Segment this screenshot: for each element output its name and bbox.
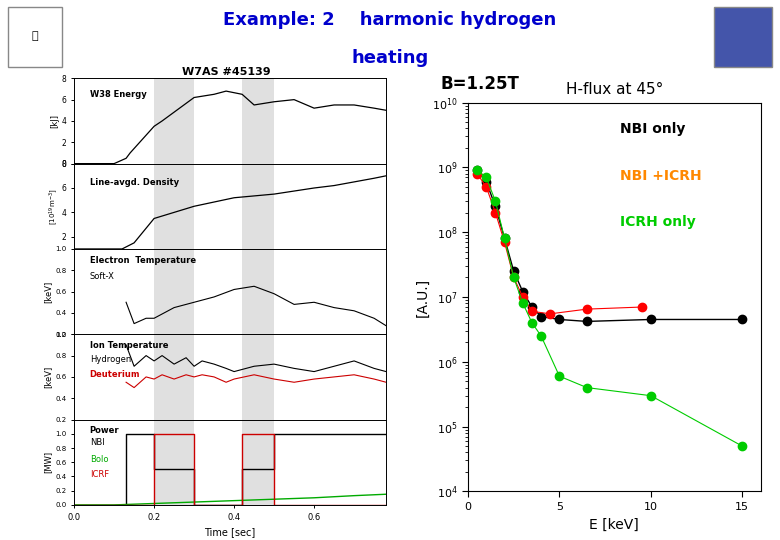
Y-axis label: [keV]: [keV] [44,280,52,303]
Bar [242,420,274,505]
Text: ICRF: ICRF [90,470,109,479]
Text: heating: heating [351,49,429,68]
X-axis label: E [keV]: E [keV] [590,517,639,531]
Text: B=1.25T: B=1.25T [441,75,519,93]
Y-axis label: [keV]: [keV] [44,366,52,388]
Y-axis label: [A.U.]: [A.U.] [415,278,429,316]
Bar [154,164,194,249]
Text: NBI: NBI [90,438,105,447]
Bar [242,164,274,249]
Bar [242,78,274,164]
Bar [242,334,274,420]
Text: NBI +ICRH: NBI +ICRH [620,168,702,183]
Text: Power: Power [90,426,119,435]
Bar [154,78,194,164]
Bar [154,249,194,334]
Text: 🦤: 🦤 [32,31,38,42]
X-axis label: Time [sec]: Time [sec] [204,527,256,537]
Text: Electron  Temperature: Electron Temperature [90,255,196,265]
Y-axis label: [kJ]: [kJ] [50,114,58,128]
Text: ICRH only: ICRH only [620,215,696,230]
Y-axis label: [$10^{19}$m$^{-3}$]: [$10^{19}$m$^{-3}$] [48,188,60,225]
Bar [242,249,274,334]
Bar [8,7,62,67]
Text: Example: 2    harmonic hydrogen: Example: 2 harmonic hydrogen [223,11,557,29]
Text: W7AS #45139: W7AS #45139 [182,66,271,77]
Text: Line-avgd. Density: Line-avgd. Density [90,178,179,187]
Bar [714,7,772,67]
Text: Ion Temperature: Ion Temperature [90,341,168,350]
Text: W38 Energy: W38 Energy [90,90,147,99]
Bar [154,420,194,505]
Y-axis label: [MW]: [MW] [44,451,52,473]
Text: Soft-X: Soft-X [90,272,115,281]
Text: Hydrogen: Hydrogen [90,355,131,364]
Title: H-flux at 45°: H-flux at 45° [566,82,663,97]
Text: Bolo: Bolo [90,455,108,464]
Bar [154,334,194,420]
Text: Deuterium: Deuterium [90,370,140,379]
Text: NBI only: NBI only [620,122,686,136]
